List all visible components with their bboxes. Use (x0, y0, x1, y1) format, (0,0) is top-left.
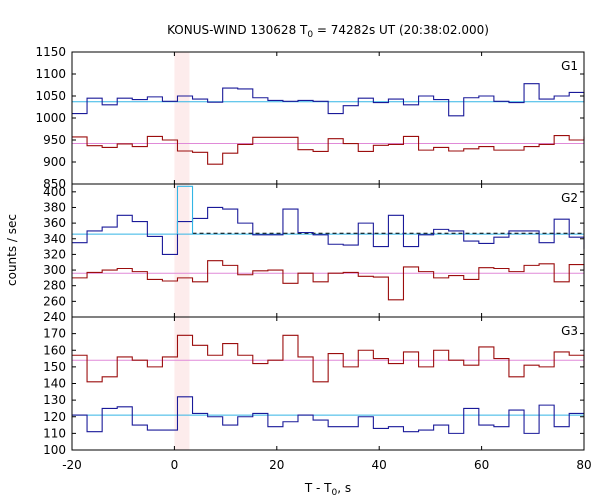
y-tick-label: 260 (43, 294, 66, 308)
y-tick-label: 900 (43, 155, 66, 169)
panel-label: G2 (561, 191, 578, 205)
series-cyan-line (176, 185, 194, 235)
y-tick-label: 120 (43, 410, 66, 424)
y-tick-label: 170 (43, 327, 66, 341)
y-tick-label: 1150 (35, 45, 66, 59)
series-blue-line (72, 396, 584, 434)
y-tick-label: 160 (43, 343, 66, 357)
series-red-line (72, 260, 585, 301)
x-tick-label: 40 (372, 458, 387, 472)
y-tick-label: 100 (43, 443, 66, 457)
y-tick-label: 280 (43, 279, 66, 293)
series-blue-line (72, 83, 585, 117)
panel-frame (71, 183, 585, 318)
y-tick-label: 1000 (35, 111, 66, 125)
y-tick-label: 150 (43, 360, 66, 374)
y-tick-label: 320 (43, 247, 66, 261)
panel-frame (71, 316, 585, 451)
trigger-highlight-band (174, 52, 190, 450)
y-tick-label: 400 (43, 185, 66, 199)
y-tick-label: 1100 (35, 67, 66, 81)
x-tick-label: 60 (474, 458, 489, 472)
y-tick-label: 140 (43, 377, 66, 391)
x-axis-label: T - T0, s (304, 481, 351, 498)
x-tick-label: 80 (576, 458, 591, 472)
x-tick-label: -20 (62, 458, 82, 472)
y-tick-label: 950 (43, 133, 66, 147)
series-blue-line (72, 206, 585, 255)
x-tick-label: 0 (171, 458, 179, 472)
y-tick-label: 360 (43, 216, 66, 230)
y-tick-label: 300 (43, 263, 66, 277)
x-tick-label: 20 (269, 458, 284, 472)
panel-g1: 850 900 950 1000 1050 1100 1150 G1 (35, 45, 585, 191)
series-red-line (72, 334, 585, 383)
panel-label: G3 (561, 324, 578, 338)
panel-frame (71, 51, 585, 185)
y-tick-label: 850 (43, 177, 66, 191)
y-tick-label: 110 (43, 426, 66, 440)
y-tick-label: 380 (43, 200, 66, 214)
y-tick-label: 340 (43, 232, 66, 246)
y-tick-label: 1050 (35, 89, 66, 103)
y-tick-label: 130 (43, 393, 66, 407)
chart-title: KONUS-WIND 130628 T0 = 74282s UT (20:38:… (167, 23, 489, 40)
plot-area: 8509009501000105011001150G12402602803003… (35, 45, 591, 472)
y-axis-label: counts / sec (5, 214, 19, 286)
panel-label: G1 (561, 59, 578, 73)
y-tick-label: 240 (43, 310, 66, 324)
series-red-line (72, 135, 585, 165)
panel-g3: 100 110 120 130 140 150 160 170 G3 (43, 316, 585, 457)
